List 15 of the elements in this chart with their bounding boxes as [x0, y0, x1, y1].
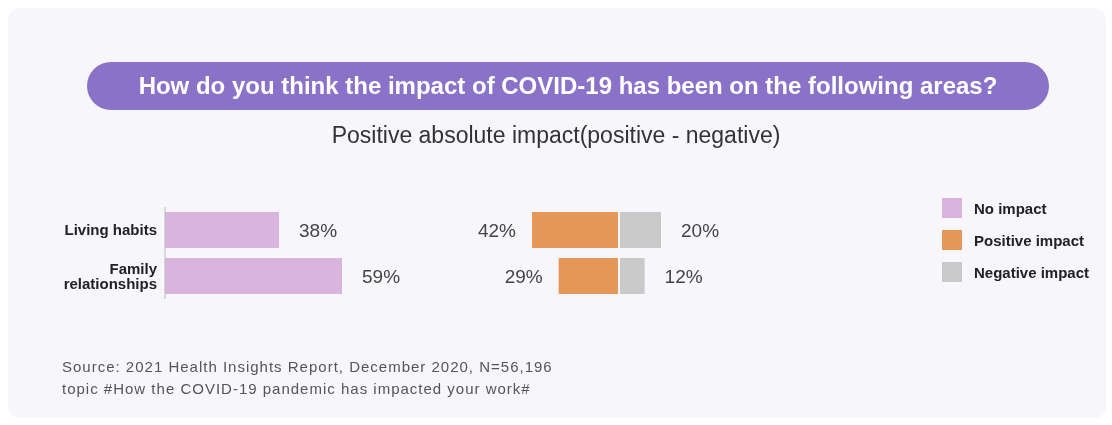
data-label: 42%	[477, 219, 517, 241]
legend-label: Negative impact	[974, 263, 1090, 281]
chart-subtitle: Positive absolute impact(positive - negative)	[330, 122, 782, 149]
legend-label: Positive impact	[974, 231, 1085, 249]
legend-label: No impact	[974, 199, 1047, 217]
chart-title: How do you think the impact of COVID-19 has been on the following areas?	[87, 62, 1049, 110]
data-label: 29%	[504, 265, 543, 287]
data-label: 20%	[681, 219, 720, 241]
text: topic #How the COVID-19 pandemic has impacted your work#	[62, 379, 532, 399]
source-note: Source: 2021 Health Insights Report, December 2020, N=56,196	[62, 357, 553, 377]
data-label: 59%	[362, 265, 401, 287]
data-label: 38%	[299, 219, 338, 241]
data-label: 12%	[664, 265, 703, 287]
y-tick-label: Family relationships	[63, 259, 158, 292]
y-tick-label: Living habits	[64, 221, 157, 239]
